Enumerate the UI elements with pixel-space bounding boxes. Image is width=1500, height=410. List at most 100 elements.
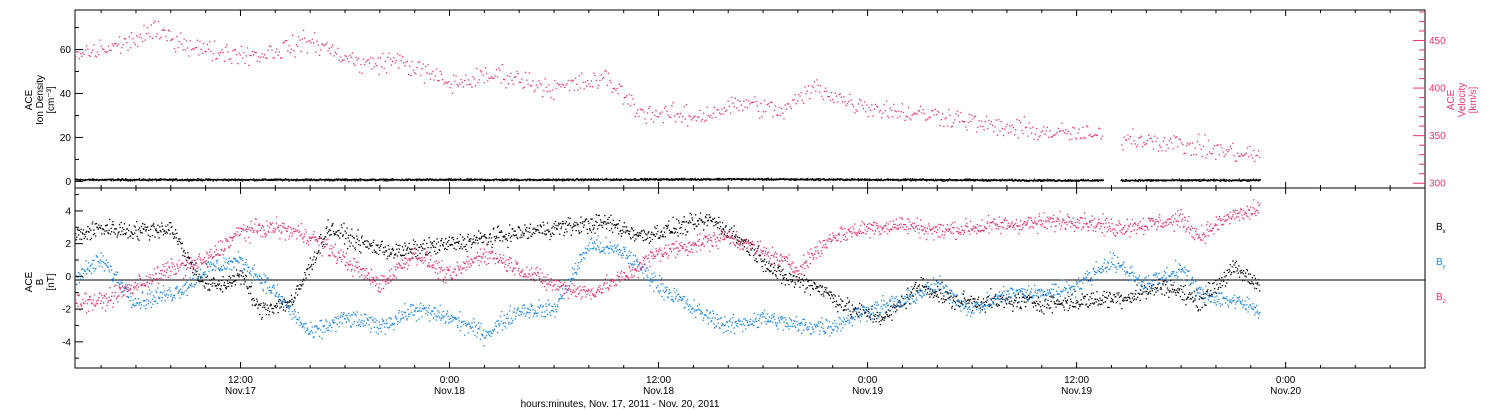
data-point [753, 177, 755, 180]
data-point [425, 179, 427, 181]
data-point [590, 179, 592, 181]
data-point [288, 180, 290, 182]
data-point [703, 223, 705, 225]
data-point [681, 223, 683, 226]
data-point [1015, 129, 1017, 131]
data-point [717, 226, 719, 229]
data-point [775, 179, 777, 181]
data-point [1152, 179, 1154, 181]
data-point [470, 178, 472, 180]
data-point [124, 179, 126, 182]
data-point [168, 30, 171, 32]
data-point [755, 100, 757, 103]
data-point [479, 70, 482, 72]
data-point [657, 179, 659, 181]
data-point [943, 125, 945, 128]
data-point [927, 118, 929, 120]
data-point [601, 78, 604, 80]
data-point [937, 110, 939, 112]
data-point [824, 286, 826, 289]
data-point [723, 107, 725, 109]
data-point [314, 251, 316, 253]
data-point [1209, 179, 1212, 181]
data-point [474, 85, 477, 87]
data-point [767, 178, 770, 180]
data-point [195, 274, 197, 276]
data-point [581, 179, 583, 182]
data-point [129, 47, 132, 49]
data-point [630, 238, 632, 240]
data-point [646, 112, 649, 114]
data-point [111, 223, 113, 226]
data-point [81, 232, 83, 234]
data-point [578, 230, 580, 232]
data-point [424, 248, 426, 250]
data-point [221, 279, 223, 282]
data-point [151, 234, 154, 237]
data-point [293, 50, 295, 52]
data-point [379, 57, 382, 59]
data-point [438, 80, 440, 82]
data-point [329, 178, 331, 181]
data-point [120, 179, 122, 181]
data-point [674, 231, 677, 233]
data-point [606, 222, 608, 224]
data-point [443, 83, 445, 85]
data-point [333, 55, 335, 57]
data-point [121, 227, 124, 229]
data-point [790, 178, 792, 180]
data-point [421, 249, 423, 252]
data-point [231, 282, 233, 284]
data-point [363, 179, 365, 181]
data-point [82, 229, 85, 231]
data-point [702, 221, 704, 223]
data-point [707, 219, 710, 221]
data-point [817, 290, 819, 292]
data-point [428, 179, 430, 182]
data-point [148, 32, 150, 35]
data-point [673, 178, 675, 180]
data-point [745, 239, 747, 241]
data-point [1033, 179, 1035, 181]
data-point [814, 283, 816, 285]
data-point [468, 240, 470, 242]
data-point [1098, 180, 1100, 182]
data-point [594, 232, 596, 234]
data-point [878, 321, 880, 323]
data-point [701, 118, 703, 121]
data-point [645, 233, 647, 235]
data-point [572, 179, 575, 181]
data-point [546, 229, 548, 232]
data-point [1076, 138, 1078, 140]
data-point [784, 284, 786, 286]
data-point [481, 71, 483, 73]
data-point [651, 231, 653, 233]
data-point [1031, 132, 1033, 134]
data-point [690, 214, 693, 216]
data-point [1057, 179, 1060, 182]
data-point [162, 28, 165, 31]
data-point [861, 179, 863, 181]
data-point [466, 178, 469, 180]
data-point [351, 52, 354, 54]
data-point [282, 42, 284, 44]
data-point [892, 178, 894, 180]
data-point [611, 91, 613, 93]
data-point [146, 226, 149, 228]
data-point [284, 40, 286, 42]
data-point [426, 242, 428, 245]
data-point [764, 179, 766, 181]
data-point [207, 289, 209, 291]
data-point [103, 48, 105, 50]
data-point [762, 260, 764, 262]
data-point [628, 93, 630, 96]
data-point [255, 178, 257, 181]
data-point [334, 234, 336, 236]
data-point [790, 107, 793, 110]
data-point [1121, 180, 1124, 182]
data-point [394, 254, 396, 256]
data-point [367, 241, 369, 243]
data-point [1195, 180, 1198, 182]
data-point [231, 285, 233, 287]
data-point [142, 40, 144, 43]
